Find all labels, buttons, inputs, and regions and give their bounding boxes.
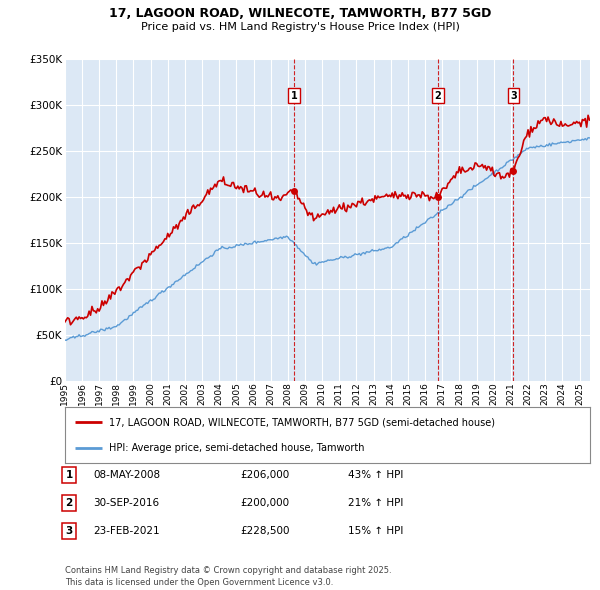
Text: £228,500: £228,500 bbox=[240, 526, 290, 536]
Text: 08-MAY-2008: 08-MAY-2008 bbox=[93, 470, 160, 480]
Text: Price paid vs. HM Land Registry's House Price Index (HPI): Price paid vs. HM Land Registry's House … bbox=[140, 22, 460, 32]
Text: 17, LAGOON ROAD, WILNECOTE, TAMWORTH, B77 5GD: 17, LAGOON ROAD, WILNECOTE, TAMWORTH, B7… bbox=[109, 7, 491, 20]
Text: 43% ↑ HPI: 43% ↑ HPI bbox=[348, 470, 403, 480]
Text: 21% ↑ HPI: 21% ↑ HPI bbox=[348, 498, 403, 507]
Text: 3: 3 bbox=[65, 526, 73, 536]
Text: 2: 2 bbox=[434, 91, 442, 101]
Text: £206,000: £206,000 bbox=[240, 470, 289, 480]
Text: 3: 3 bbox=[510, 91, 517, 101]
Text: 23-FEB-2021: 23-FEB-2021 bbox=[93, 526, 160, 536]
Text: 30-SEP-2016: 30-SEP-2016 bbox=[93, 498, 159, 507]
Text: 2: 2 bbox=[65, 498, 73, 507]
Text: 1: 1 bbox=[65, 470, 73, 480]
Text: 1: 1 bbox=[290, 91, 298, 101]
Text: £200,000: £200,000 bbox=[240, 498, 289, 507]
Text: 15% ↑ HPI: 15% ↑ HPI bbox=[348, 526, 403, 536]
Text: Contains HM Land Registry data © Crown copyright and database right 2025.
This d: Contains HM Land Registry data © Crown c… bbox=[65, 566, 391, 587]
Text: HPI: Average price, semi-detached house, Tamworth: HPI: Average price, semi-detached house,… bbox=[109, 443, 365, 453]
Text: 17, LAGOON ROAD, WILNECOTE, TAMWORTH, B77 5GD (semi-detached house): 17, LAGOON ROAD, WILNECOTE, TAMWORTH, B7… bbox=[109, 417, 496, 427]
